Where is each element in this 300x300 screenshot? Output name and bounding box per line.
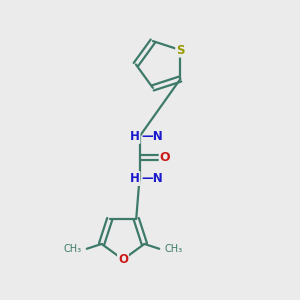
Text: O: O (118, 253, 128, 266)
Text: H: H (130, 172, 140, 185)
Text: H: H (130, 130, 140, 143)
Text: CH₃: CH₃ (63, 244, 81, 254)
Text: CH₃: CH₃ (165, 244, 183, 254)
Text: —N: —N (141, 172, 163, 185)
Text: O: O (160, 151, 170, 164)
Text: —N: —N (141, 130, 163, 143)
Text: S: S (176, 44, 185, 56)
